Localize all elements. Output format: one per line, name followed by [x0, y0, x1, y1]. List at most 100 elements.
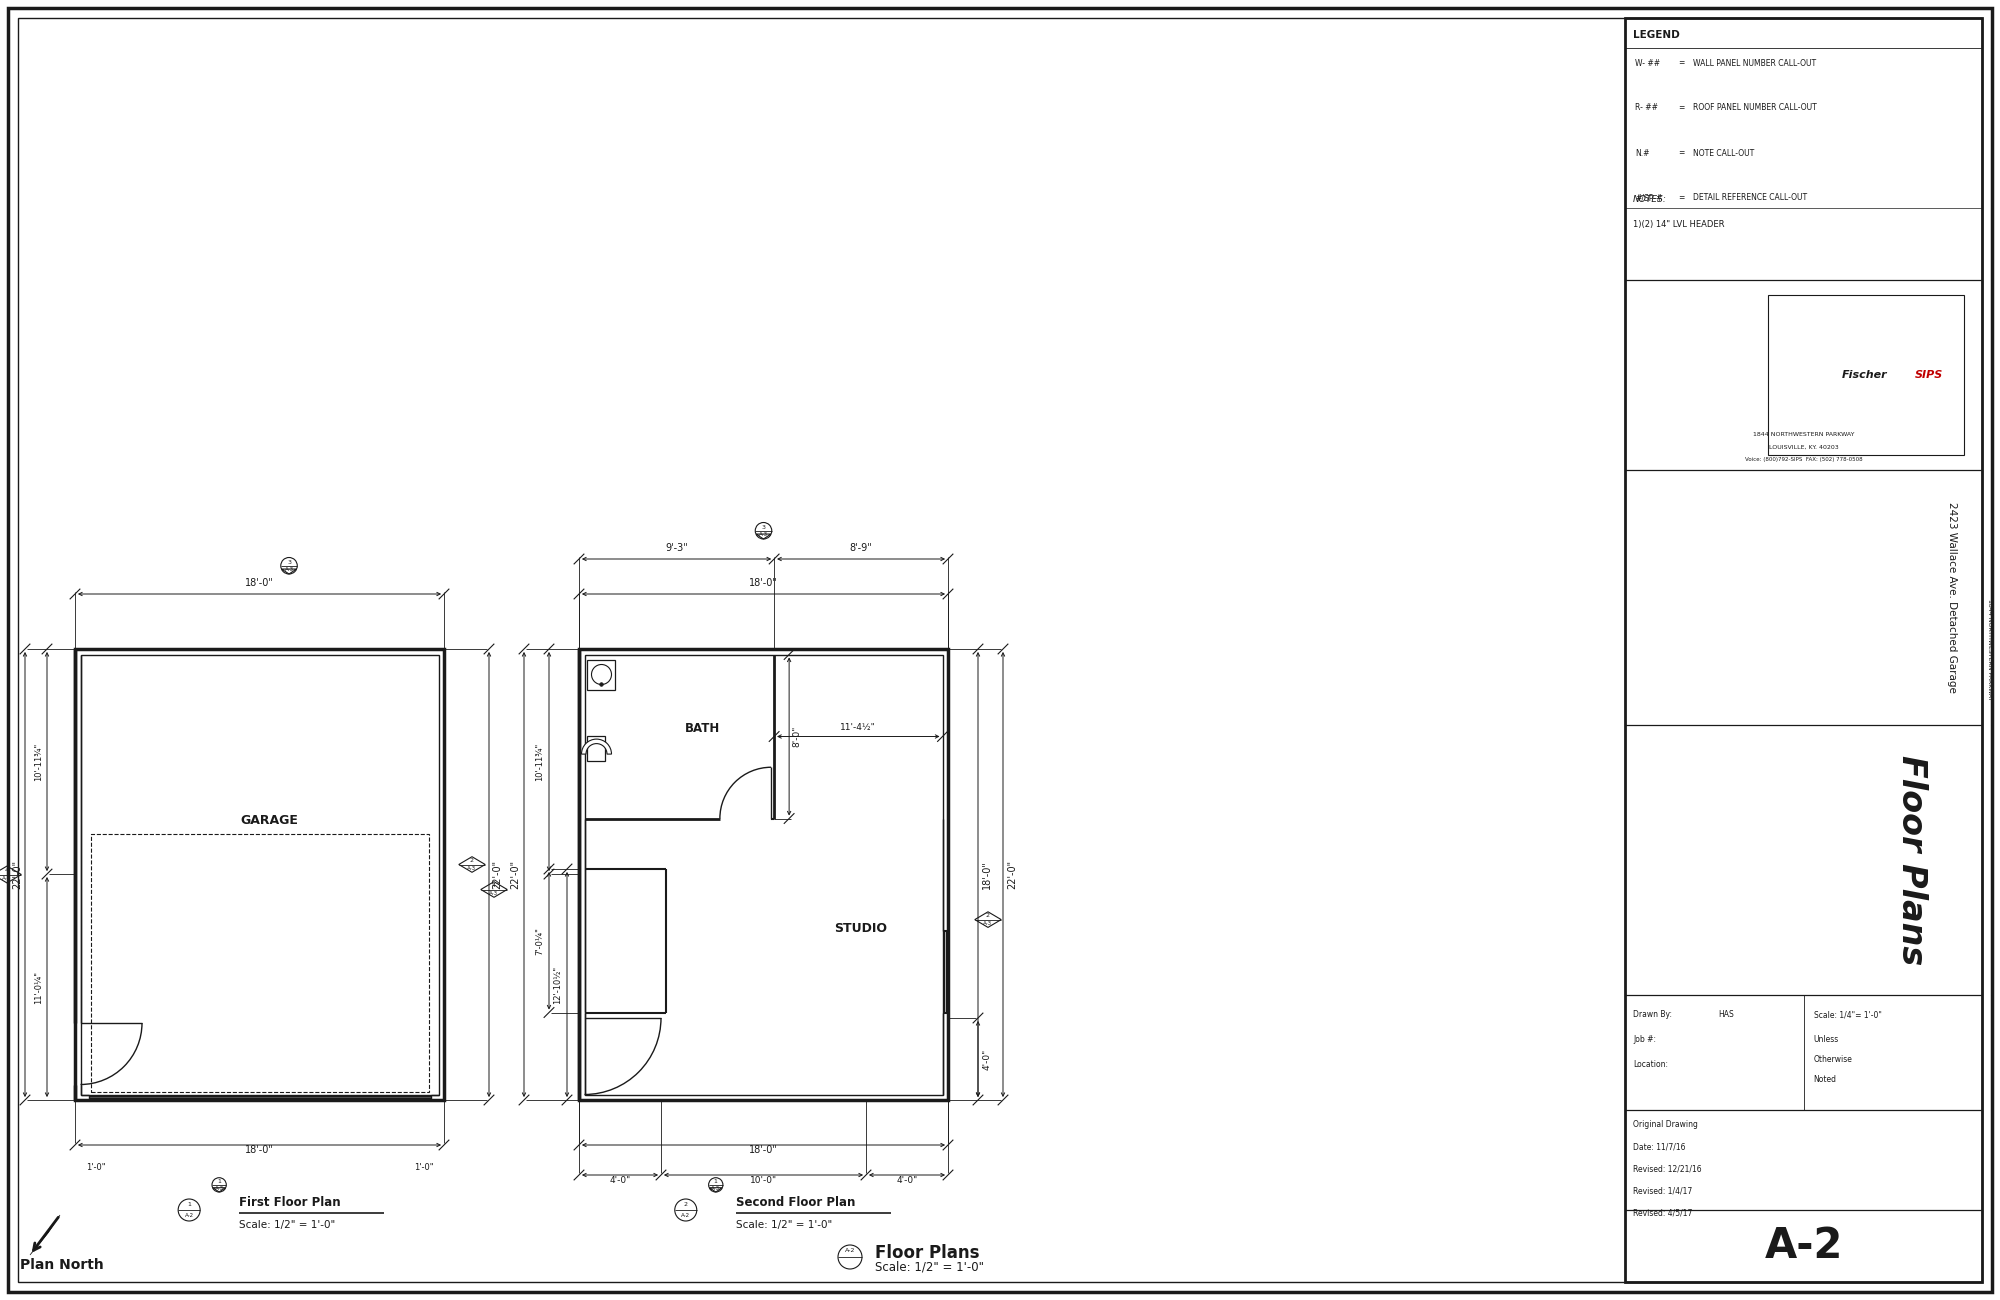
Text: 2: 2 — [684, 1202, 688, 1206]
Text: =: = — [1678, 148, 1684, 157]
Text: 2: 2 — [986, 913, 990, 918]
Bar — [580, 649, 948, 1100]
Text: 8'-9": 8'-9" — [850, 543, 872, 552]
Text: A-2: A-2 — [184, 1213, 194, 1218]
Text: ROOF PANEL NUMBER CALL-OUT: ROOF PANEL NUMBER CALL-OUT — [1692, 104, 1816, 113]
Text: 1'-0": 1'-0" — [414, 1164, 434, 1173]
Text: 22'-0": 22'-0" — [492, 859, 502, 889]
Text: W- ##: W- ## — [1636, 58, 1660, 68]
Text: GARAGE: GARAGE — [240, 814, 298, 827]
Text: A-3: A-3 — [712, 1186, 720, 1191]
Text: Original Drawing: Original Drawing — [1632, 1121, 1698, 1128]
Bar — [76, 649, 444, 1100]
Text: Floor Plans: Floor Plans — [1896, 755, 1928, 965]
Text: 18'-0": 18'-0" — [982, 861, 992, 889]
Text: 10'-11¾": 10'-11¾" — [536, 742, 544, 781]
Text: 1844 NORTHWESTERN PARKWAY: 1844 NORTHWESTERN PARKWAY — [1988, 599, 1992, 701]
Text: A-3: A-3 — [284, 567, 294, 572]
Text: DETAIL REFERENCE CALL-OUT: DETAIL REFERENCE CALL-OUT — [1692, 194, 1808, 203]
Bar — [1768, 295, 1964, 455]
Text: Revised: 1/4/17: Revised: 1/4/17 — [1632, 1186, 1692, 1195]
Bar — [1624, 18, 1982, 1282]
Circle shape — [600, 682, 604, 686]
Text: BATH: BATH — [684, 722, 720, 734]
Text: 10'-11¾": 10'-11¾" — [34, 742, 44, 781]
Text: 4'-0": 4'-0" — [610, 1176, 630, 1186]
Text: NOTES:: NOTES: — [1632, 195, 1666, 204]
Text: 1)(2) 14" LVL HEADER: 1)(2) 14" LVL HEADER — [1632, 221, 1724, 230]
Text: A-3: A-3 — [984, 922, 992, 926]
Text: 1'-0": 1'-0" — [86, 1164, 106, 1173]
Text: 22'-0": 22'-0" — [12, 859, 22, 889]
Text: WALL PANEL NUMBER CALL-OUT: WALL PANEL NUMBER CALL-OUT — [1692, 58, 1816, 68]
Text: Noted: Noted — [1814, 1075, 1836, 1084]
Text: 4'-0": 4'-0" — [982, 1048, 992, 1070]
Text: 10'-0": 10'-0" — [750, 1176, 778, 1186]
Text: A-3: A-3 — [468, 866, 476, 871]
Text: STUDIO: STUDIO — [834, 922, 888, 935]
Text: Job #:: Job #: — [1632, 1035, 1656, 1044]
Text: 18'-0": 18'-0" — [246, 1145, 274, 1154]
Text: Scale: 1/2" = 1'-0": Scale: 1/2" = 1'-0" — [876, 1261, 984, 1274]
Text: 18'-0": 18'-0" — [750, 578, 778, 588]
Text: 9'-3": 9'-3" — [666, 543, 688, 552]
Text: 22'-0": 22'-0" — [510, 859, 520, 889]
Text: N.#: N.# — [1636, 148, 1650, 157]
Text: A-3: A-3 — [758, 532, 768, 537]
Bar — [588, 659, 616, 689]
Text: N: N — [40, 1219, 50, 1230]
Text: A-3: A-3 — [490, 891, 498, 896]
Text: Plan North: Plan North — [20, 1258, 104, 1271]
Text: Location:: Location: — [1632, 1060, 1668, 1069]
Text: A-2: A-2 — [682, 1213, 690, 1218]
Text: LOUISVILLE, KY. 40203: LOUISVILLE, KY. 40203 — [1768, 445, 1838, 450]
Bar — [584, 654, 942, 1095]
Text: 3: 3 — [762, 524, 766, 529]
Text: SIPS: SIPS — [1916, 370, 1944, 380]
Text: #/SP-#: #/SP-# — [1636, 194, 1662, 203]
Text: A-3: A-3 — [2, 876, 12, 881]
Text: HAS: HAS — [1718, 1010, 1734, 1019]
Text: Second Floor Plan: Second Floor Plan — [736, 1196, 856, 1209]
Wedge shape — [582, 740, 612, 754]
Text: 2423 Wallace Ave. Detached Garage: 2423 Wallace Ave. Detached Garage — [1948, 502, 1956, 693]
Text: Fischer: Fischer — [1842, 370, 1888, 380]
Bar — [588, 736, 606, 760]
Text: A-3: A-3 — [214, 1186, 224, 1191]
Text: 11'-4½": 11'-4½" — [840, 723, 876, 732]
Text: 18'-0": 18'-0" — [246, 578, 274, 588]
Text: 1: 1 — [714, 1179, 718, 1184]
Text: 18'-0": 18'-0" — [750, 1145, 778, 1154]
Text: 7'-0¼": 7'-0¼" — [536, 927, 544, 954]
Text: 3: 3 — [288, 559, 292, 564]
Text: R- ##: R- ## — [1636, 104, 1658, 113]
Text: =: = — [1678, 58, 1684, 68]
Text: Revised: 4/5/17: Revised: 4/5/17 — [1632, 1208, 1692, 1217]
Text: =: = — [1678, 194, 1684, 203]
Text: Revised: 12/21/16: Revised: 12/21/16 — [1632, 1164, 1702, 1173]
Text: 1844 NORTHWESTERN PARKWAY: 1844 NORTHWESTERN PARKWAY — [1752, 433, 1854, 438]
Text: LEGEND: LEGEND — [1632, 30, 1680, 40]
Text: 12'-10½": 12'-10½" — [554, 966, 562, 1004]
Text: Date: 11/7/16: Date: 11/7/16 — [1632, 1141, 1686, 1150]
Text: 4: 4 — [492, 883, 496, 888]
Bar — [80, 654, 438, 1095]
Text: NOTE CALL-OUT: NOTE CALL-OUT — [1692, 148, 1754, 157]
Text: Unless: Unless — [1814, 1035, 1838, 1044]
Text: Voice: (800)792-SIPS  FAX: (502) 778-0508: Voice: (800)792-SIPS FAX: (502) 778-0508 — [1744, 456, 1862, 461]
Text: Floor Plans: Floor Plans — [876, 1244, 980, 1262]
Text: Drawn By:: Drawn By: — [1632, 1010, 1672, 1019]
Text: 8'-0": 8'-0" — [792, 725, 802, 748]
Text: 4'-0": 4'-0" — [896, 1176, 918, 1186]
Bar — [90, 835, 428, 1092]
Text: Scale: 1/2" = 1'-0": Scale: 1/2" = 1'-0" — [736, 1219, 832, 1230]
Text: A-2: A-2 — [844, 1248, 856, 1253]
Text: First Floor Plan: First Floor Plan — [240, 1196, 340, 1209]
Text: =: = — [1678, 104, 1684, 113]
Polygon shape — [30, 1216, 60, 1254]
Text: Otherwise: Otherwise — [1814, 1056, 1852, 1063]
Text: 1: 1 — [218, 1179, 222, 1184]
Text: 4: 4 — [6, 867, 10, 872]
Text: A-2: A-2 — [1764, 1225, 1842, 1268]
Text: 11'-0¼": 11'-0¼" — [34, 971, 44, 1004]
